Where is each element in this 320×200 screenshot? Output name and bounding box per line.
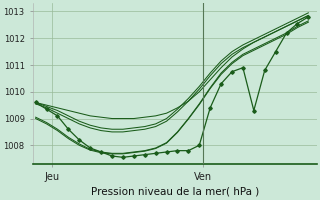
X-axis label: Pression niveau de la mer( hPa ): Pression niveau de la mer( hPa ): [91, 187, 259, 197]
